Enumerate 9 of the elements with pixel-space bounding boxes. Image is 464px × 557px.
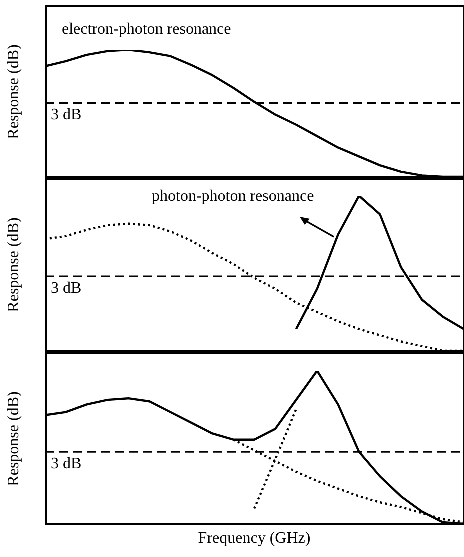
y-axis-title: Response (dB) xyxy=(5,218,23,312)
ref-line-label: 3 dB xyxy=(51,455,82,472)
ref-line-label: 3 dB xyxy=(51,106,82,124)
ref-line-label: 3 dB xyxy=(51,280,82,297)
y-axis-title: Response (dB) xyxy=(5,44,23,139)
y-axis-title: Response (dB) xyxy=(5,391,23,486)
x-axis-title: Frequency (GHz) xyxy=(197,530,312,548)
text: electron-photon resonance xyxy=(62,21,232,39)
annotation: photon-photon resonance xyxy=(152,188,314,206)
